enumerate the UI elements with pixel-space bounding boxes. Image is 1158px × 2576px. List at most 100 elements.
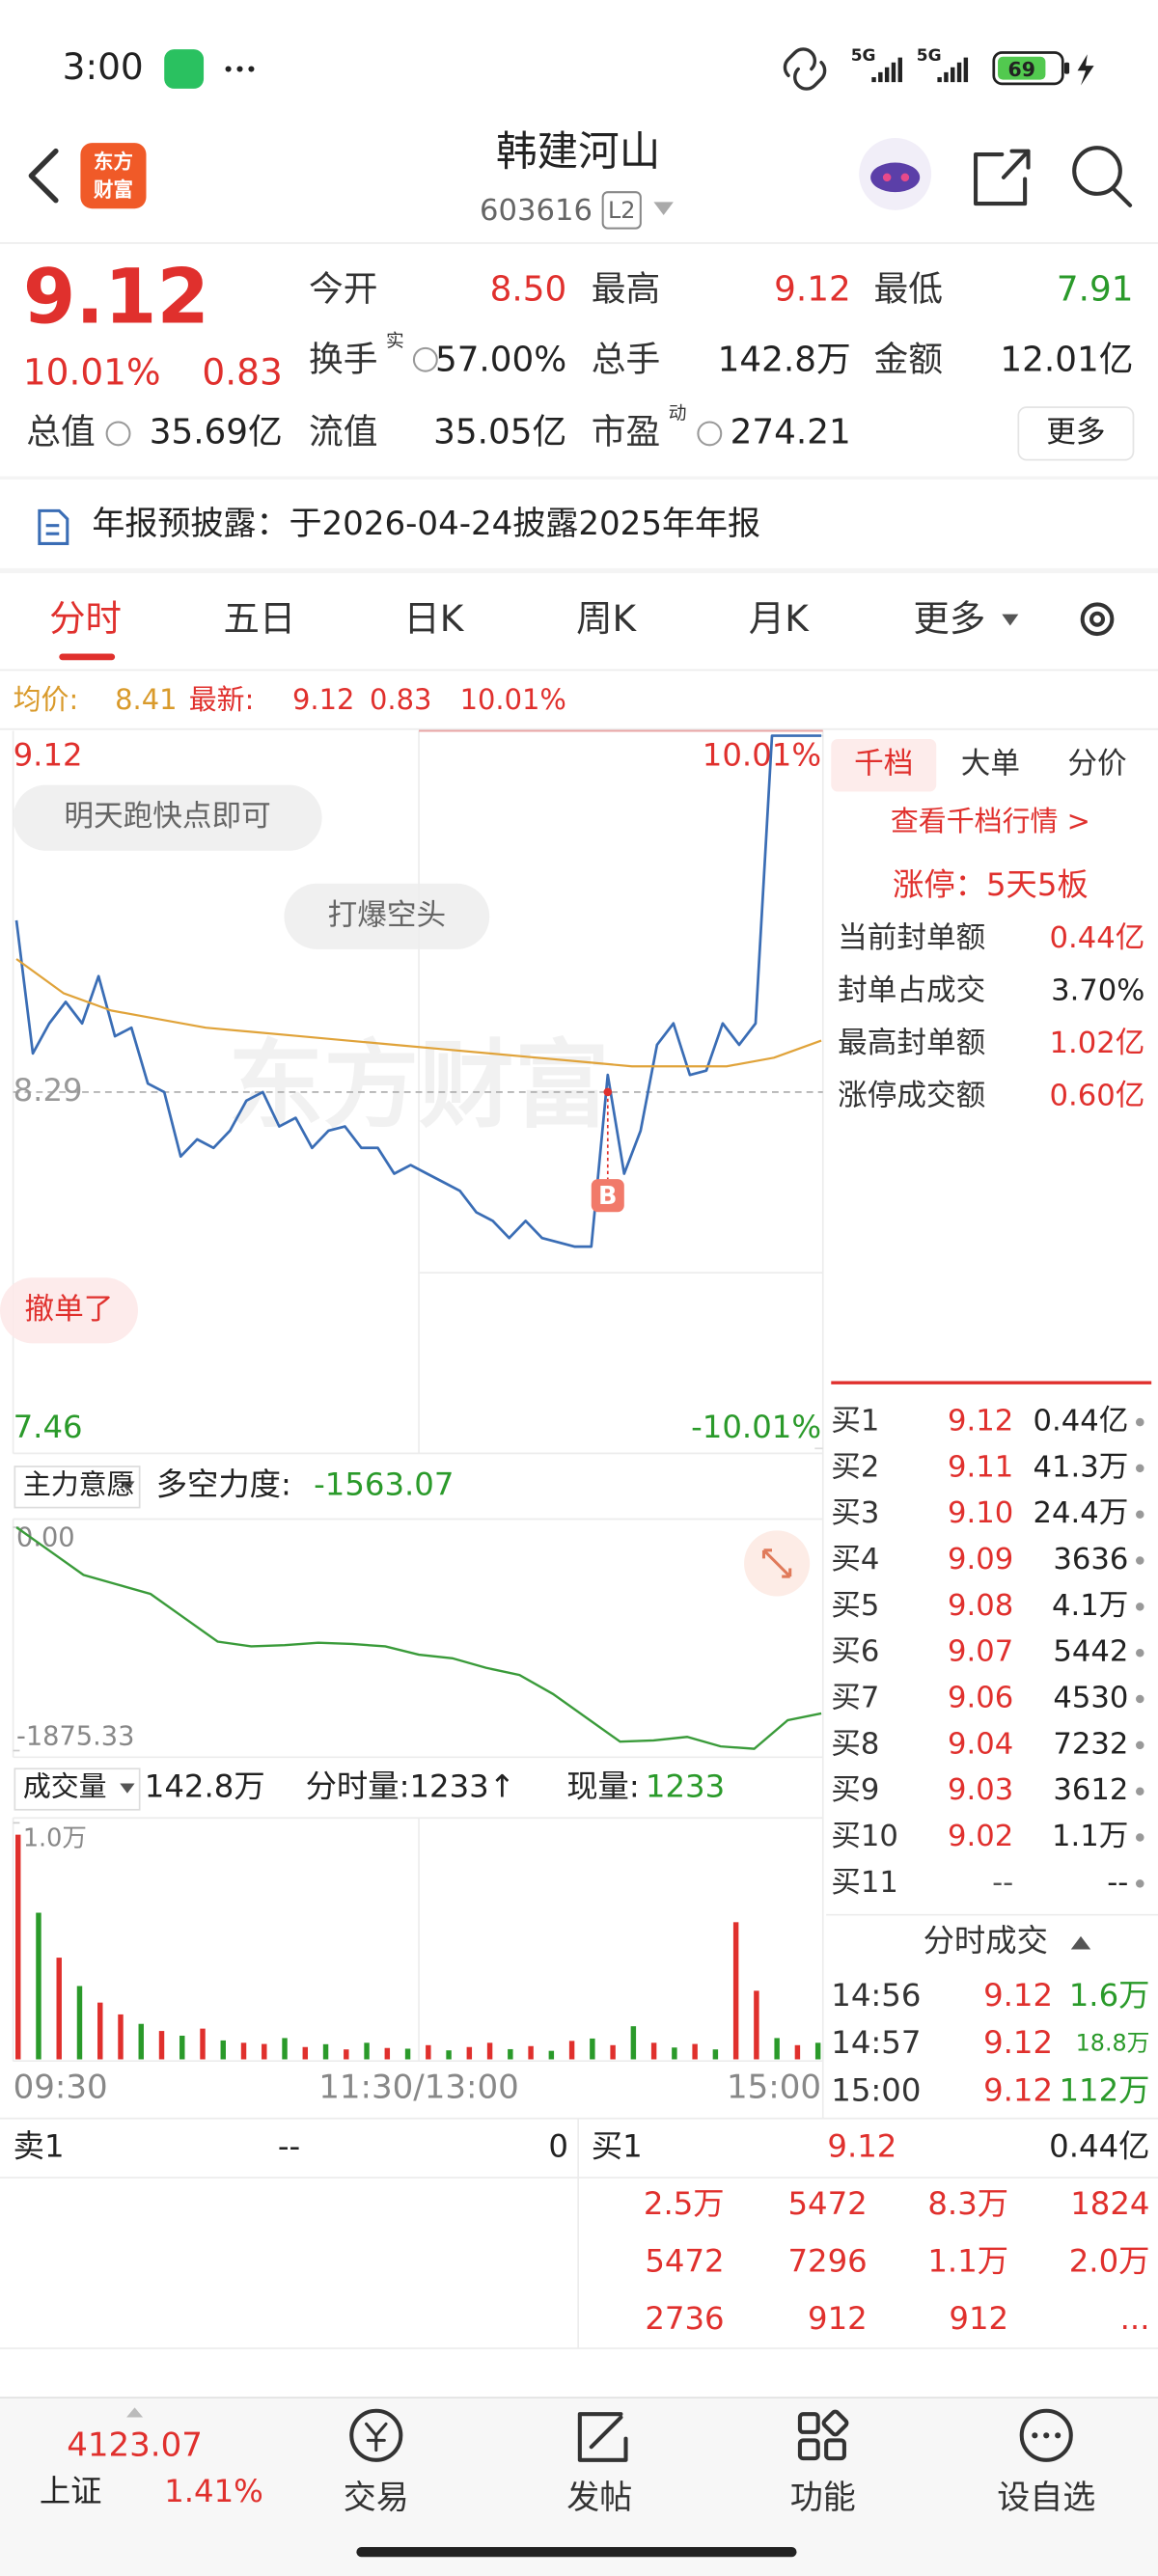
change-amount: 0.83 (202, 351, 282, 394)
volume-bar (568, 2041, 575, 2060)
volume-bar (240, 2042, 247, 2060)
notice-icon (38, 508, 69, 545)
volume-bar (794, 2044, 801, 2060)
search-button[interactable] (1072, 146, 1122, 196)
x-tick-label: 11:30/13:00 (318, 2069, 519, 2107)
info-icon[interactable] (412, 346, 438, 372)
network-type: 5G (917, 46, 942, 66)
tab[interactable]: 五日 (223, 597, 295, 640)
stat-label: 最高封单额 (838, 1027, 985, 1060)
trade-marker: B (598, 1182, 617, 1211)
comment-text: 撤单了 (25, 1293, 114, 1327)
stat-value: 0.44亿 (1050, 921, 1145, 955)
average-line (15, 958, 822, 1068)
volume-bar (692, 2043, 698, 2060)
volume-selector[interactable]: 成交量 (23, 1770, 107, 1803)
bid-label: 买4 (831, 1543, 879, 1576)
indicator-value: -1563.07 (314, 1466, 454, 1502)
expand-arrow[interactable] (126, 2407, 144, 2418)
nav-item[interactable]: 设自选 (997, 2479, 1095, 2517)
bid-dot (1136, 1740, 1144, 1750)
settings-button[interactable] (1080, 602, 1115, 637)
bid-dot (1136, 1603, 1144, 1611)
stock-code: 603616 (480, 194, 593, 228)
panel-tab[interactable]: 千档 (854, 748, 913, 781)
avatar-face (870, 162, 921, 193)
bid-volume: 0.44亿 (1049, 2127, 1149, 2164)
volume-bar (179, 2035, 185, 2060)
tab[interactable]: 日K (403, 597, 464, 640)
logo-text: 东方 (94, 151, 133, 174)
clock: 3:00 (63, 45, 144, 88)
tab[interactable]: 分时 (49, 597, 122, 640)
function-icon (797, 2438, 820, 2461)
collapse-arrow[interactable] (1070, 1935, 1091, 1950)
y-tick-label: -1875.33 (16, 1721, 134, 1751)
function-icon[interactable] (797, 2412, 820, 2434)
bid-volume: 5442 (1053, 1635, 1128, 1669)
bid-price: 9.08 (948, 1589, 1013, 1623)
volume-bar (610, 2044, 616, 2060)
bid-dot (1136, 1464, 1144, 1473)
volume-bar (56, 1958, 62, 2060)
nav-item[interactable]: 交易 (344, 2479, 409, 2517)
active-tab-indicator (59, 653, 116, 661)
dropdown-arrow[interactable] (653, 202, 674, 216)
logo-text: 财富 (94, 178, 133, 201)
app-logo (80, 143, 147, 209)
tab[interactable]: 周K (576, 597, 637, 640)
index-value[interactable]: 4123.07 (67, 2426, 203, 2465)
nav-item[interactable]: 发帖 (566, 2479, 632, 2517)
info-icon[interactable] (105, 421, 131, 447)
more-button-label[interactable]: 更多 (1046, 416, 1105, 450)
info-icon[interactable] (697, 421, 723, 447)
dot (1043, 2432, 1050, 2439)
field-value: 9.12 (774, 269, 851, 309)
more-button[interactable] (1017, 406, 1135, 461)
indicator-selector[interactable]: 主力意愿 (23, 1467, 135, 1500)
trade-icon[interactable] (349, 2408, 403, 2462)
post-icon[interactable] (577, 2412, 628, 2462)
x-tick-label: 15:00 (727, 2069, 821, 2107)
avatar-eye (882, 173, 892, 182)
selector-box[interactable] (14, 1768, 141, 1811)
dropdown-arrow[interactable] (1002, 614, 1019, 626)
queue-order: 8.3万 (927, 2185, 1008, 2222)
bid-dot (1136, 1787, 1144, 1795)
share-button[interactable] (974, 149, 1031, 206)
field-superscript: 动 (669, 403, 687, 424)
divider (0, 476, 1158, 480)
home-indicator (356, 2547, 797, 2558)
bid-volume: 3636 (1053, 1543, 1128, 1576)
volume-bar (158, 2031, 165, 2060)
depth-link[interactable]: 查看千档行情 > (891, 805, 1090, 837)
nav-item[interactable]: 功能 (790, 2479, 856, 2517)
avatar-eye (900, 173, 910, 182)
panel-tab[interactable]: 分价 (1067, 748, 1126, 781)
back-button[interactable] (28, 148, 59, 204)
volume-total: 142.8万 (145, 1768, 265, 1805)
dot (248, 66, 255, 72)
field-value: 57.00% (435, 340, 566, 379)
volume-bar (590, 2038, 595, 2060)
bid-label: 买3 (831, 1496, 879, 1530)
trades-title: 分时成交 (924, 1923, 1048, 1959)
bid-volume: -- (1107, 1866, 1128, 1900)
tab[interactable]: 更多 (913, 597, 985, 640)
watchlist-icon[interactable] (1019, 2408, 1073, 2462)
bid-label: 买8 (831, 1727, 879, 1761)
network-type: 5G (851, 46, 876, 66)
bid-price: 9.11 (948, 1450, 1013, 1484)
tab[interactable]: 月K (749, 597, 810, 640)
y2-tick-label: 10.01% (703, 737, 821, 774)
active-tab-bg[interactable] (831, 738, 937, 792)
change-value: 0.83 (370, 683, 431, 716)
panel-tab[interactable]: 大单 (961, 748, 1020, 781)
volume-bar (97, 2002, 103, 2060)
queue-order: 2.5万 (644, 2185, 725, 2222)
selector-box[interactable] (14, 1466, 141, 1509)
field-value: 8.50 (490, 269, 567, 309)
volume-bar (426, 2044, 431, 2060)
volume-bar (548, 2050, 555, 2060)
